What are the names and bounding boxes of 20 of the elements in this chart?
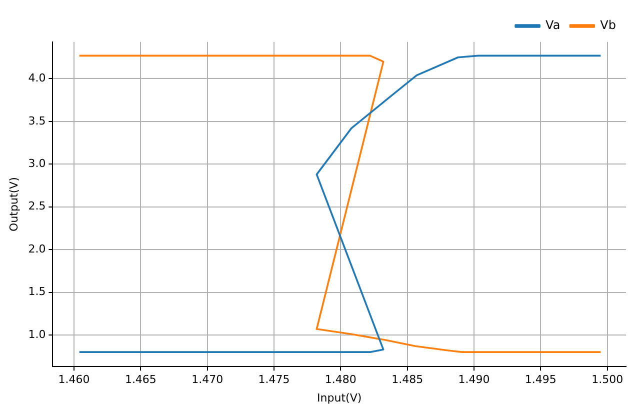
y-tick-label: 2.5 <box>28 200 46 213</box>
x-tick-label: 1.480 <box>324 373 356 386</box>
x-tick-label: 1.490 <box>458 373 490 386</box>
x-tick-label: 1.460 <box>58 373 90 386</box>
y-tick-label: 3.5 <box>28 114 46 128</box>
y-axis-title: Output(V) <box>7 177 20 232</box>
x-tick-label: 1.500 <box>592 373 624 386</box>
legend-label: Vb <box>600 18 616 32</box>
x-tick-label: 1.485 <box>392 373 424 386</box>
y-tick-label: 1.5 <box>28 285 46 298</box>
x-tick-label: 1.475 <box>258 373 290 386</box>
x-tick-label: 1.470 <box>192 373 224 386</box>
y-tick-label: 2.0 <box>28 242 46 256</box>
y-tick-label: 1.0 <box>28 328 46 341</box>
legend-label: Va <box>546 18 560 32</box>
y-tick-label: 4.0 <box>28 72 46 85</box>
y-tick-label: 3.0 <box>28 157 46 170</box>
x-tick-label: 1.465 <box>124 373 156 386</box>
x-tick-label: 1.495 <box>524 373 556 386</box>
x-axis-title: Input(V) <box>317 391 362 404</box>
